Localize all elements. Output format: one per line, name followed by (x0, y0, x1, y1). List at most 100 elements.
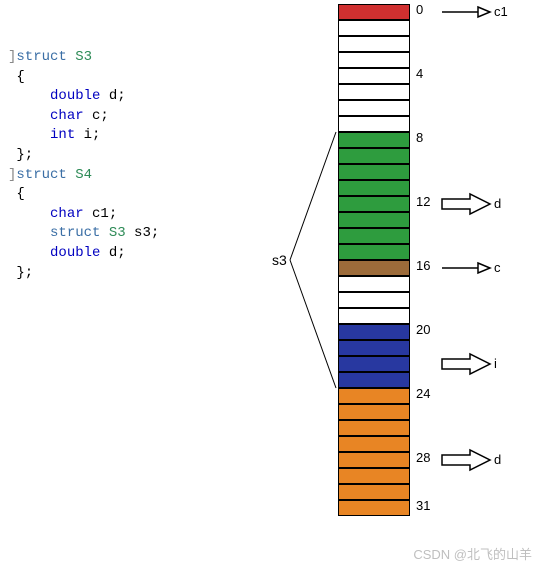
offset-label: 0 (416, 2, 423, 17)
memory-cell (338, 468, 410, 484)
memory-cell (338, 292, 410, 308)
memory-cell (338, 356, 410, 372)
code-token (67, 49, 75, 65)
member-label: c1 (494, 4, 508, 19)
code-token: S3 (109, 225, 126, 241)
memory-cell (338, 132, 410, 148)
code-token: struct (16, 49, 66, 65)
arrow-icon (440, 352, 500, 376)
code-token (8, 108, 50, 124)
code-token: s3; (126, 225, 160, 241)
memory-cell (338, 340, 410, 356)
memory-cell (338, 500, 410, 516)
s3-brace-line (290, 260, 336, 388)
code-token: S4 (75, 167, 92, 183)
code-token: struct (16, 167, 66, 183)
memory-cell (338, 244, 410, 260)
code-token: { (8, 69, 25, 85)
offset-label: 24 (416, 386, 430, 401)
memory-cell (338, 68, 410, 84)
member-label: i (494, 356, 497, 371)
code-token (67, 167, 75, 183)
code-line: struct S3 s3; (8, 224, 159, 244)
code-token: double (50, 245, 100, 261)
memory-cell (338, 4, 410, 20)
code-token: int (50, 127, 75, 143)
code-token: i; (75, 127, 100, 143)
memory-cell (338, 276, 410, 292)
s3-brace-line (290, 132, 336, 260)
code-token: c1; (84, 206, 118, 222)
memory-cell (338, 452, 410, 468)
offset-label: 12 (416, 194, 430, 209)
memory-cell (338, 404, 410, 420)
memory-cell (338, 164, 410, 180)
memory-cell (338, 436, 410, 452)
code-token: d; (100, 245, 125, 261)
memory-cell (338, 180, 410, 196)
memory-cell (338, 212, 410, 228)
memory-cell (338, 308, 410, 324)
code-token: char (50, 108, 84, 124)
code-block: ]struct S3 { double d; char c; int i; };… (8, 48, 159, 283)
memory-cell (338, 228, 410, 244)
memory-cell (338, 196, 410, 212)
memory-cell (338, 100, 410, 116)
member-arrow: i (440, 352, 500, 376)
offset-label: 20 (416, 322, 430, 337)
code-line: }; (8, 146, 159, 166)
code-line: { (8, 185, 159, 205)
memory-cell (338, 372, 410, 388)
memory-cell (338, 260, 410, 276)
code-line: double d; (8, 244, 159, 264)
code-line: ]struct S4 (8, 166, 159, 186)
code-token (8, 225, 50, 241)
memory-cell (338, 84, 410, 100)
code-token (100, 225, 108, 241)
offset-label: 31 (416, 498, 430, 513)
code-line: }; (8, 264, 159, 284)
memory-cell (338, 36, 410, 52)
memory-cell (338, 52, 410, 68)
memory-cell (338, 148, 410, 164)
memory-cell (338, 324, 410, 340)
memory-cell (338, 388, 410, 404)
offset-label: 16 (416, 258, 430, 273)
memory-cell (338, 116, 410, 132)
canvas: ]struct S3 { double d; char c; int i; };… (0, 0, 542, 569)
memory-cell (338, 20, 410, 36)
code-token: c; (84, 108, 109, 124)
memory-cell (338, 484, 410, 500)
arrow-icon (440, 192, 500, 216)
memory-cell (338, 420, 410, 436)
code-token: }; (8, 147, 33, 163)
member-label: c (494, 260, 501, 275)
code-token (8, 88, 50, 104)
code-token: char (50, 206, 84, 222)
code-line: double d; (8, 87, 159, 107)
offset-label: 4 (416, 66, 423, 81)
arrow-icon (440, 256, 500, 280)
member-label: d (494, 196, 501, 211)
member-arrow: d (440, 192, 500, 216)
arrow-icon (440, 448, 500, 472)
code-line: ]struct S3 (8, 48, 159, 68)
code-line: char c; (8, 107, 159, 127)
code-token (8, 127, 50, 143)
code-token: double (50, 88, 100, 104)
member-arrow: c1 (440, 0, 500, 24)
s3-region-label: s3 (272, 252, 287, 268)
arrow-icon (440, 0, 500, 24)
offset-label: 28 (416, 450, 430, 465)
code-token: S3 (75, 49, 92, 65)
code-line: { (8, 68, 159, 88)
code-token: { (8, 186, 25, 202)
offset-label: 8 (416, 130, 423, 145)
watermark: CSDN @北飞的山羊 (413, 544, 532, 563)
code-line: char c1; (8, 205, 159, 225)
code-token (8, 245, 50, 261)
code-token: }; (8, 265, 33, 281)
code-token: d; (100, 88, 125, 104)
member-label: d (494, 452, 501, 467)
member-arrow: c (440, 256, 500, 280)
